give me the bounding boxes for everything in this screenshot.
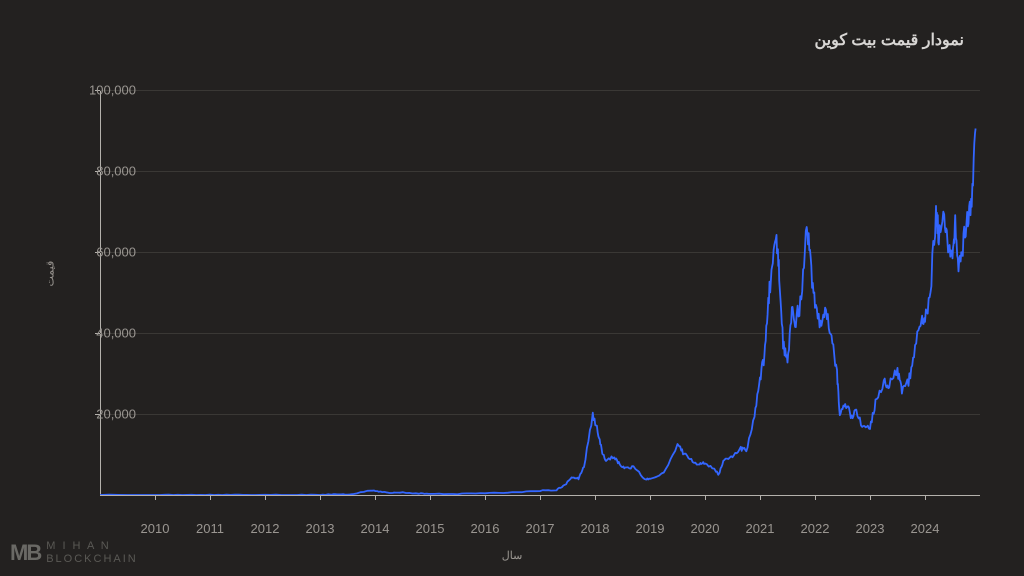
x-tick-label: 2021 (746, 521, 775, 536)
x-tick-label: 2019 (636, 521, 665, 536)
x-tick-label: 2010 (141, 521, 170, 536)
x-tick-label: 2013 (306, 521, 335, 536)
btc-price-path (100, 129, 976, 496)
x-tick-label: 2016 (471, 521, 500, 536)
watermark-line1: M I H A N (46, 540, 138, 553)
x-tick-label: 2011 (196, 521, 224, 536)
y-axis-label: قیمت (44, 261, 57, 287)
watermark-logo: MB (10, 540, 40, 566)
x-tick-label: 2022 (801, 521, 830, 536)
x-tick-label: 2017 (526, 521, 555, 536)
watermark-line2: BLOCKCHAIN (46, 553, 138, 566)
x-tick-label: 2014 (361, 521, 390, 536)
x-tick-label: 2023 (856, 521, 885, 536)
chart-title: نمودار قیمت بیت کوین (814, 30, 964, 50)
price-line-chart (100, 90, 980, 495)
x-tick-label: 2015 (416, 521, 445, 536)
x-tick-label: 2018 (581, 521, 610, 536)
x-tick-label: 2024 (911, 521, 940, 536)
x-axis-label: سال (502, 549, 523, 562)
watermark: MB M I H A N BLOCKCHAIN (10, 540, 138, 566)
x-tick-label: 2020 (691, 521, 720, 536)
x-tick-label: 2012 (251, 521, 280, 536)
